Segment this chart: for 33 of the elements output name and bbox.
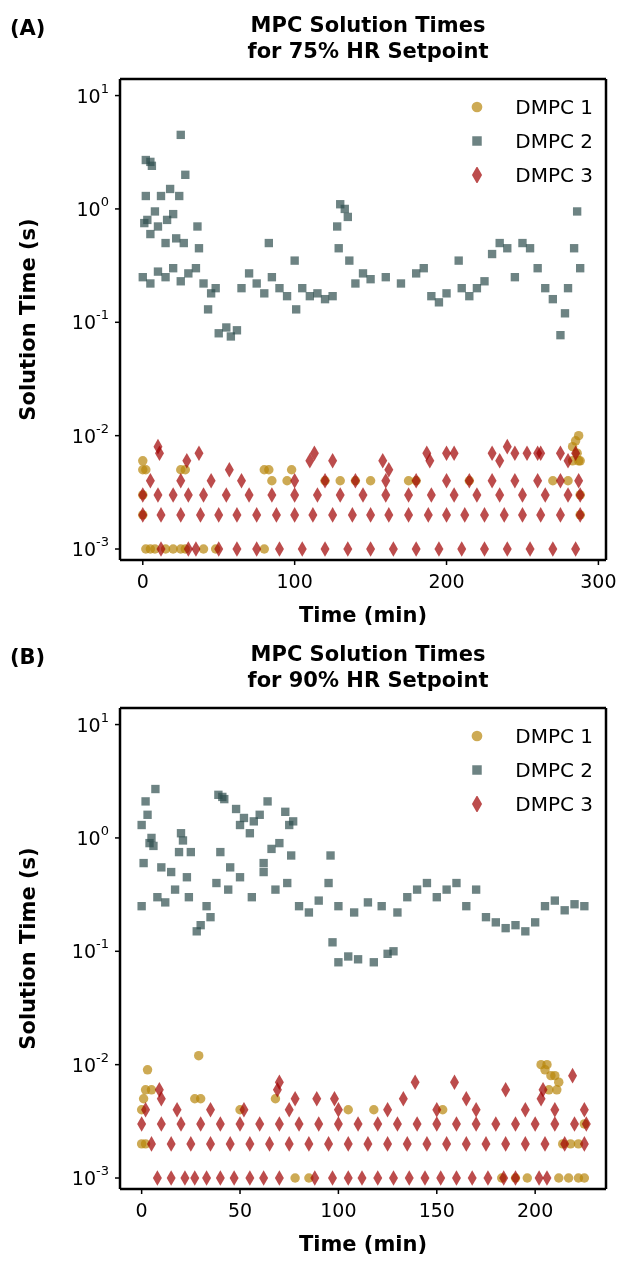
x-tick-label: 100 <box>276 570 313 592</box>
x-tick-label: 0 <box>136 570 149 592</box>
y-tick-label: 10$^{1}$ <box>76 80 109 107</box>
legend-label: DMPC 2 <box>515 128 593 155</box>
x-tick-label: 50 <box>227 1199 253 1221</box>
x-tick-label: 200 <box>517 1199 554 1221</box>
y-tick-label: 10$^{-2}$ <box>71 420 109 447</box>
x-tick-label: 200 <box>428 570 465 592</box>
legend-label: DMPC 1 <box>515 94 593 121</box>
y-tick-label: 10$^{-2}$ <box>71 1049 109 1076</box>
x-tick-label: 150 <box>418 1199 455 1221</box>
chart-title: MPC Solution Times for 75% HR Setpoint <box>246 12 490 64</box>
x-axis-title: Time (min) <box>298 603 428 627</box>
legend-label: DMPC 3 <box>515 791 593 818</box>
text: (B) <box>10 645 46 669</box>
x-tick-label: 100 <box>320 1199 357 1221</box>
chart-title: MPC Solution Times for 90% HR Setpoint <box>246 641 490 693</box>
y-tick-label: 10$^{-1}$ <box>71 936 109 963</box>
y-axis-title: Solution Time (s) <box>16 847 41 1050</box>
x-axis-title: Time (min) <box>298 1232 428 1256</box>
legend-label: DMPC 3 <box>515 162 593 189</box>
y-tick-label: 10$^{-1}$ <box>71 307 109 334</box>
y-tick-label: 10$^{-3}$ <box>71 534 109 561</box>
y-axis-title: Solution Time (s) <box>16 218 41 421</box>
y-tick-label: 10$^{1}$ <box>76 709 109 736</box>
legend-label: DMPC 1 <box>515 723 593 750</box>
y-tick-label: 10$^{-3}$ <box>71 1163 109 1190</box>
x-tick-label: 0 <box>135 1199 148 1221</box>
text: (A) <box>10 16 46 40</box>
legend-label: DMPC 2 <box>515 757 593 784</box>
x-tick-label: 300 <box>580 570 617 592</box>
y-tick-label: 10$^{0}$ <box>76 193 109 220</box>
y-tick-label: 10$^{0}$ <box>76 822 109 849</box>
